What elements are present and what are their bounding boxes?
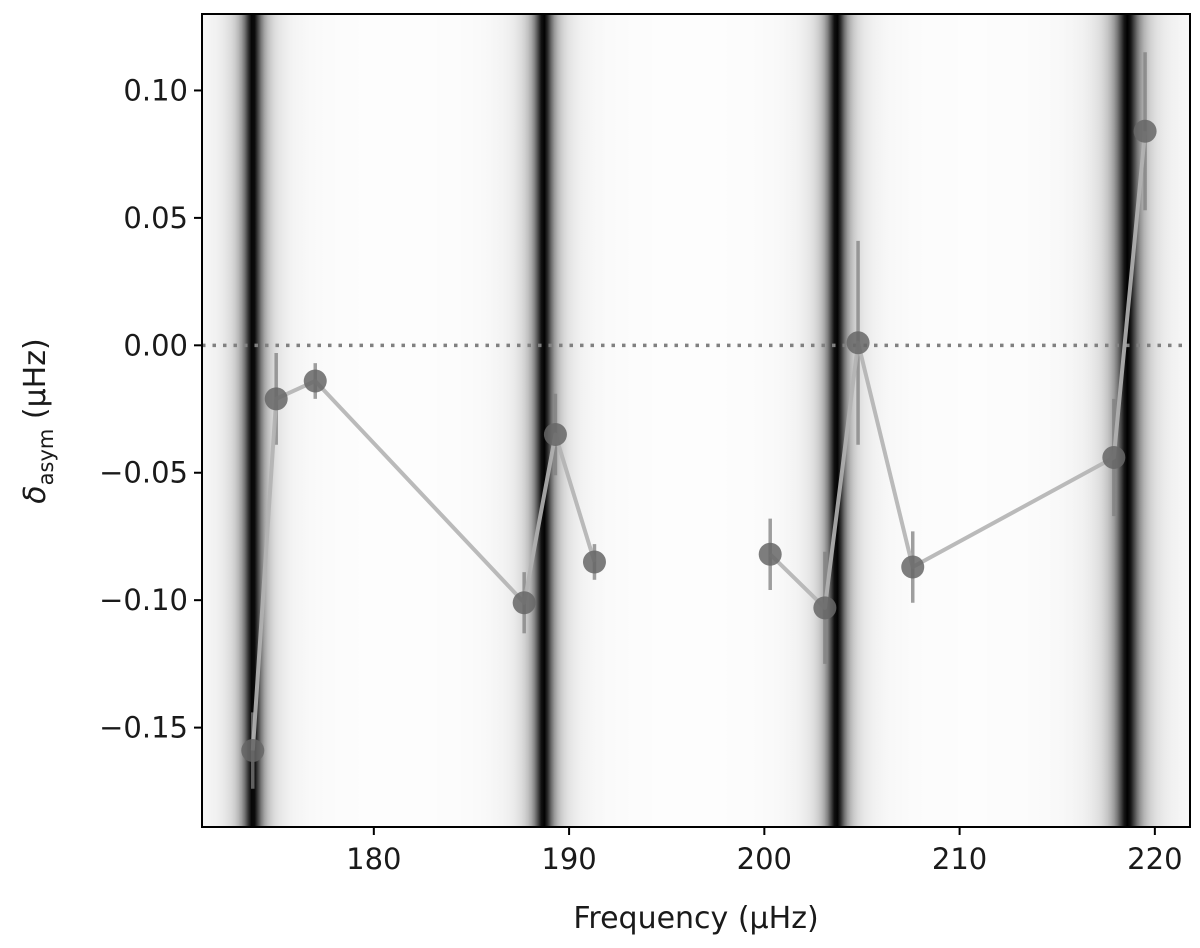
series-line-segment-0 [250,379,597,751]
marker-layer [241,119,1157,763]
plot-frame [201,13,1191,828]
x-axis-ticks: 180 190 200 210 220 [346,827,1183,876]
data-point-0-4 [543,423,567,447]
x-tick-label: 200 [737,842,792,876]
data-point-0-5 [582,550,606,574]
y-axis-label: δasym (μHz) [18,338,58,503]
data-point-1-1 [813,596,837,620]
y-tick-label: −0.10 [99,583,188,617]
x-tick-label: 190 [541,842,596,876]
x-axis-label: Frequency (μHz) [573,901,818,936]
series-line-layer [250,131,1148,751]
y-tick-label: −0.05 [99,456,188,490]
y-axis-label-unit: (μHz) [18,338,53,428]
y-tick-label: −0.15 [99,711,188,745]
x-tick-label: 180 [346,842,401,876]
y-axis-label-subscript: asym [34,429,58,486]
x-tick-label: 210 [932,842,987,876]
plot-background [202,14,1190,827]
x-tick-label: 220 [1127,842,1182,876]
series-line-segment-1 [768,131,1148,610]
data-point-1-5 [1133,119,1157,143]
y-tick-label: 0.00 [123,328,188,362]
data-point-0-3 [512,591,536,615]
y-axis-ticks: 0.10 0.05 0.00 −0.05 −0.10 −0.15 [99,73,202,745]
data-point-1-3 [901,555,925,579]
data-point-0-0 [241,739,265,763]
data-point-0-2 [303,369,327,393]
data-point-1-4 [1102,445,1126,469]
y-axis-label-symbol: δ [18,485,53,503]
data-point-1-0 [758,542,782,566]
y-tick-label: 0.10 [123,73,188,107]
y-tick-label: 0.05 [123,201,188,235]
data-point-1-2 [846,331,870,355]
data-point-0-1 [264,387,288,411]
